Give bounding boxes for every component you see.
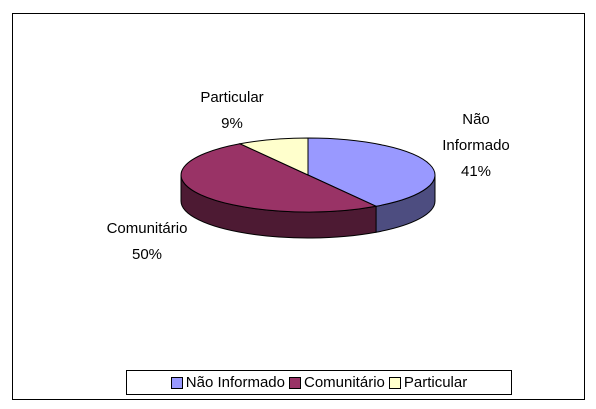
pie-slice <box>180 143 378 213</box>
legend-item: Particular <box>388 374 468 391</box>
data-label-value: 41% <box>460 163 492 180</box>
legend: Não Informado Comunitário Particular <box>126 370 512 395</box>
data-label-category: Não Informado <box>442 111 510 154</box>
legend-swatch <box>170 376 183 389</box>
legend-item: Comunitário <box>289 374 385 391</box>
legend-label: Comunitário <box>304 374 385 391</box>
legend-label: Particular <box>403 374 468 391</box>
legend-item: Não Informado <box>170 374 285 391</box>
data-label-value: 9% <box>221 115 243 132</box>
data-label: Comunitário 50% <box>92 216 202 268</box>
data-label-category: Particular <box>200 89 264 106</box>
pie-slice <box>238 137 309 176</box>
data-label-category: Comunitário <box>106 220 188 237</box>
data-label-value: 50% <box>131 246 163 263</box>
data-label: Não Informado 41% <box>431 107 521 185</box>
legend-swatch <box>289 376 301 389</box>
legend-label: Não Informado <box>185 374 285 391</box>
data-label: Particular 9% <box>177 85 287 137</box>
legend-swatch <box>388 376 401 389</box>
